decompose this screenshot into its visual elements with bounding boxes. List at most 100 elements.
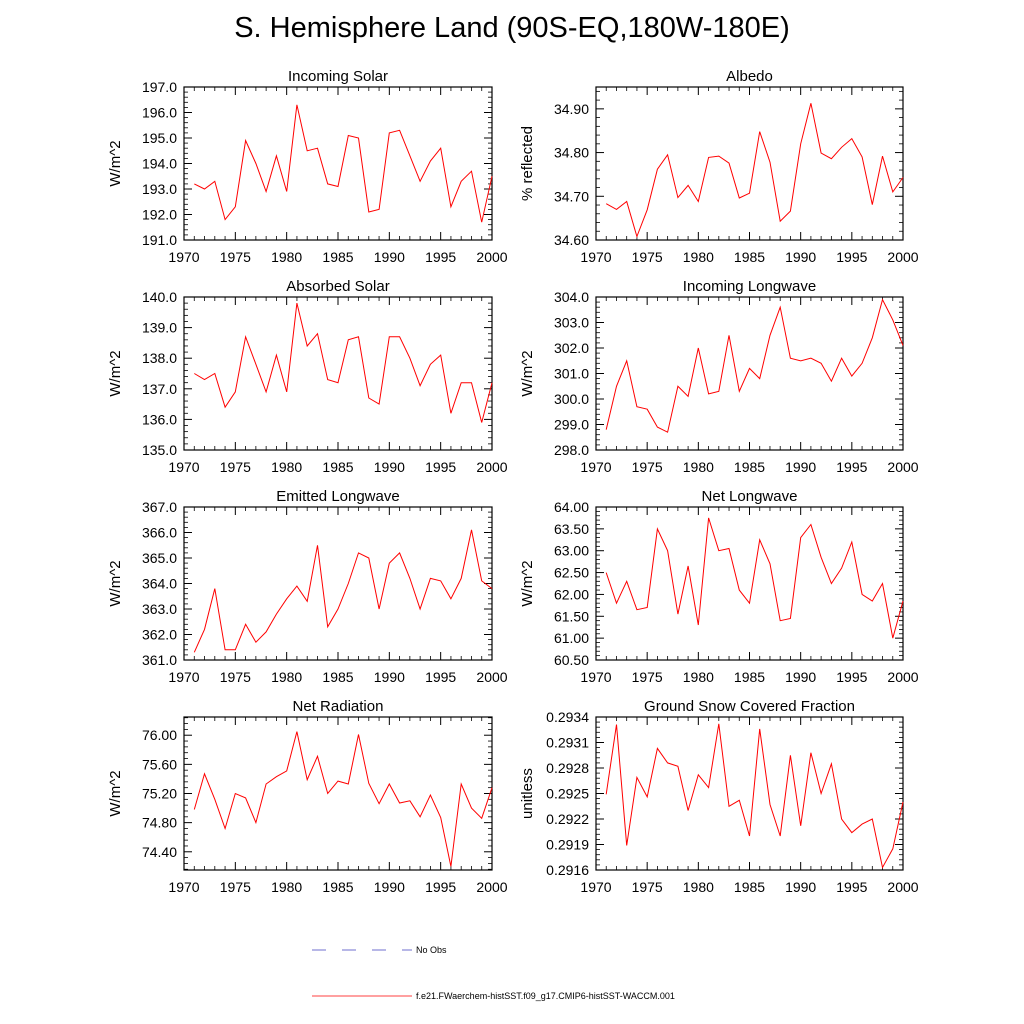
y-tick-label: 0.2931 [546,735,589,751]
x-tick-label: 1975 [632,459,663,475]
panel-title: Ground Snow Covered Fraction [644,698,855,715]
x-tick-label: 1980 [683,879,714,895]
x-tick-label: 1970 [580,249,611,265]
y-tick-label: 366.0 [142,525,177,541]
y-tick-label: 194.0 [142,156,177,172]
y-axis-label: W/m^2 [519,560,536,606]
x-tick-label: 1970 [580,459,611,475]
y-axis-label: W/m^2 [519,350,536,396]
y-tick-label: 365.0 [142,550,177,566]
y-tick-label: 136.0 [142,411,177,427]
x-tick-label: 1980 [271,459,302,475]
chart-panel-6: Net Longwave 1970 1975 1980 1985 1990 1995 2000… [519,488,919,685]
y-tick-label: 367.0 [142,499,177,515]
plot-frame [183,86,493,241]
panel-title: Absorbed Solar [286,278,389,295]
x-tick-label: 1985 [734,669,765,685]
x-tick-label: 1975 [220,249,251,265]
y-tick-label: 138.0 [142,350,177,366]
series-line [194,104,493,223]
x-tick-label: 1975 [220,879,251,895]
x-tick-label: 1980 [683,669,714,685]
x-tick-label: 1990 [374,459,405,475]
plot-frame [595,506,904,661]
y-tick-label: 0.2925 [546,786,589,802]
y-tick-label: 0.2916 [546,862,589,878]
y-tick-label: 63.00 [554,543,589,559]
y-tick-label: 191.0 [142,232,177,248]
y-tick-label: 140.0 [142,289,177,305]
panel-title: Incoming Longwave [683,278,816,295]
y-tick-label: 302.0 [554,340,589,356]
plot-frame [595,716,904,871]
y-tick-label: 0.2922 [546,811,589,827]
x-tick-label: 1970 [168,459,199,475]
y-tick-label: 196.0 [142,105,177,121]
x-tick-label: 1975 [632,669,663,685]
panel-title: Net Radiation [293,698,384,715]
y-tick-label: 63.50 [554,521,589,537]
x-tick-label: 2000 [887,459,918,475]
x-tick-label: 1970 [168,249,199,265]
x-tick-label: 1995 [836,249,867,265]
x-tick-label: 1990 [785,669,816,685]
legend-label-no-obs: No Obs [416,945,447,955]
chart-panel-3: Absorbed Solar 1970 1975 1980 1985 1990 1995 20… [107,278,508,475]
y-tick-label: 75.60 [142,756,177,772]
y-tick-label: 363.0 [142,601,177,617]
y-tick-label: 34.80 [554,145,589,161]
y-tick-label: 75.20 [142,786,177,802]
x-tick-label: 1990 [785,879,816,895]
chart-panel-4: Incoming Longwave 1970 1975 1980 1985 1990 199… [519,278,919,475]
x-tick-label: 2000 [887,879,918,895]
x-tick-label: 2000 [476,459,507,475]
x-tick-label: 2000 [887,669,918,685]
x-tick-label: 1980 [271,669,302,685]
y-tick-label: 364.0 [142,576,177,592]
plot-frame [183,716,493,871]
x-tick-label: 1985 [734,459,765,475]
x-tick-label: 1995 [836,669,867,685]
x-tick-label: 1995 [836,879,867,895]
panel-title: Albedo [726,68,773,85]
x-tick-label: 1975 [632,249,663,265]
series-line [193,529,493,653]
x-tick-label: 1975 [220,669,251,685]
y-tick-label: 61.50 [554,608,589,624]
y-tick-label: 34.90 [554,101,589,117]
y-tick-label: 135.0 [142,442,177,458]
y-tick-label: 0.2919 [546,837,589,853]
y-tick-label: 64.00 [554,499,589,515]
y-tick-label: 0.2928 [546,760,589,776]
y-tick-label: 60.50 [554,652,589,668]
x-tick-label: 1985 [322,459,353,475]
page-title: S. Hemisphere Land (90S-EQ,180W-180E) [234,12,790,44]
x-tick-label: 1985 [734,879,765,895]
y-axis-label: unitless [519,768,536,819]
plot-frame [595,296,904,451]
y-tick-label: 61.00 [554,630,589,646]
x-tick-label: 1990 [374,879,405,895]
panel-title: Emitted Longwave [276,488,399,505]
x-tick-label: 1970 [580,669,611,685]
y-axis-label: W/m^2 [107,560,124,606]
y-tick-label: 301.0 [554,366,589,382]
x-tick-label: 2000 [476,879,507,895]
y-tick-label: 195.0 [142,130,177,146]
y-tick-label: 304.0 [554,289,589,305]
chart-panel-1: Incoming Solar 1970 1975 1980 1985 1990 1995 20… [107,68,508,265]
x-tick-label: 1980 [271,879,302,895]
x-tick-label: 1990 [374,249,405,265]
x-tick-label: 1995 [425,879,456,895]
y-tick-label: 34.60 [554,232,589,248]
x-tick-label: 1970 [168,669,199,685]
x-tick-label: 2000 [887,249,918,265]
y-tick-label: 192.0 [142,207,177,223]
y-axis-label: W/m^2 [107,140,124,186]
x-tick-label: 2000 [476,669,507,685]
x-tick-label: 1985 [734,249,765,265]
x-tick-label: 1975 [632,879,663,895]
x-tick-label: 1970 [580,879,611,895]
x-tick-label: 1995 [425,669,456,685]
